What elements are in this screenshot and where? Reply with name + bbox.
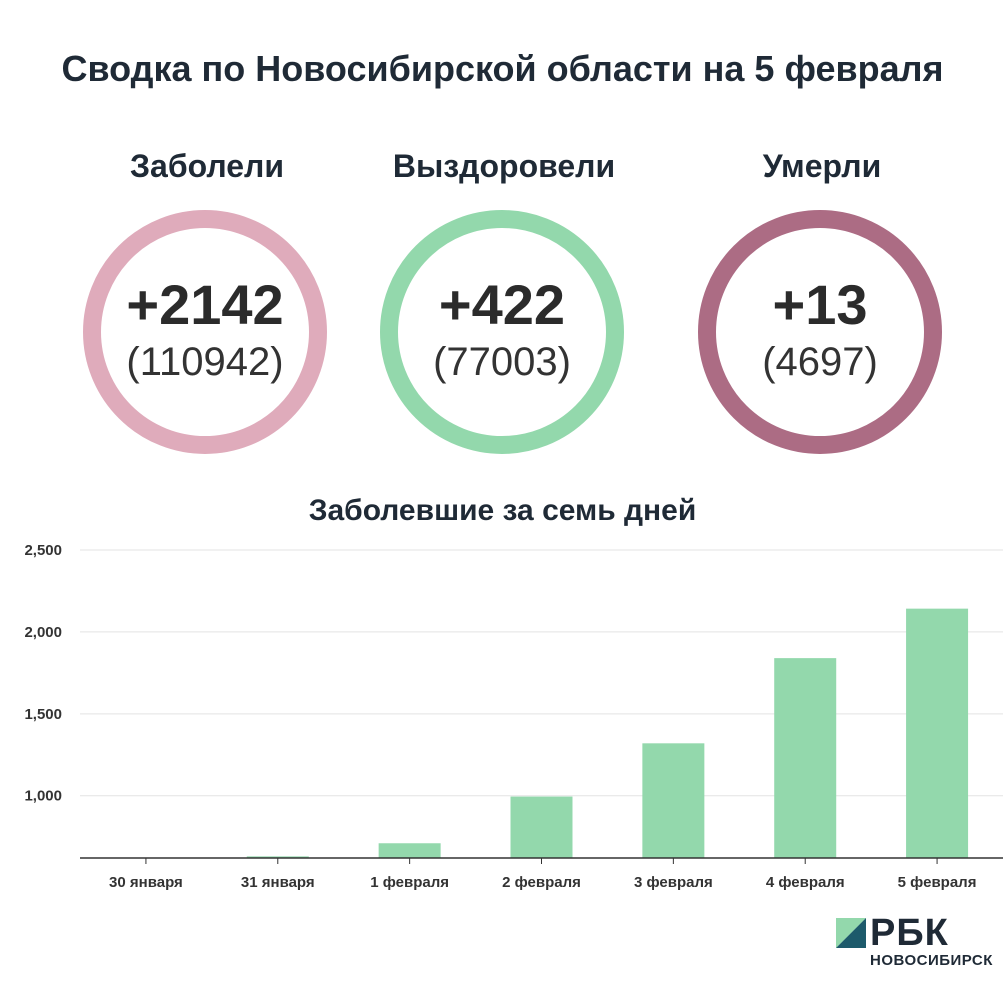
page-title: Сводка по Новосибирской области на 5 фев…	[61, 48, 944, 89]
stat-recovered: Выздоровели +422 (77003)	[374, 148, 634, 454]
stat-deceased-ring: +13 (4697)	[698, 210, 942, 454]
bar	[774, 658, 837, 858]
stat-deceased-delta: +13	[772, 273, 868, 336]
bar	[246, 856, 309, 858]
x-tick-label: 2 февраля	[502, 874, 581, 891]
logo-brand: РБК	[870, 912, 949, 954]
stat-recovered-delta: +422	[438, 273, 566, 336]
stat-infected-ring: +2142 (110942)	[83, 210, 327, 454]
rbk-logo-icon	[836, 918, 866, 948]
y-tick-label: 2,500	[24, 542, 62, 559]
x-tick-label: 30 января	[109, 874, 183, 891]
y-tick-label: 1,500	[24, 706, 62, 723]
x-tick-label: 1 февраля	[370, 874, 449, 891]
y-tick-label: 2,000	[24, 624, 62, 641]
x-tick-label: 4 февраля	[766, 874, 845, 891]
stat-infected-delta: +2142	[126, 273, 284, 336]
bar	[906, 608, 969, 858]
bar-chart: 1,000 1,500 2,000 2,500 30 января 31 января 1 …	[24, 542, 1003, 891]
x-tick-label: 3 февраля	[634, 874, 713, 891]
stat-infected-label: Заболели	[129, 148, 285, 184]
stat-deceased: Умерли +13 (4697)	[692, 148, 952, 454]
stat-deceased-label: Умерли	[762, 148, 882, 184]
bar	[642, 743, 705, 858]
chart-title: Заболевшие за семь дней	[308, 494, 697, 527]
stat-deceased-total: (4697)	[762, 340, 878, 384]
x-tick-label: 31 января	[241, 874, 315, 891]
stat-recovered-total: (77003)	[433, 340, 571, 384]
stat-infected: Заболели +2142 (110942)	[77, 148, 337, 454]
stat-infected-total: (110942)	[126, 340, 284, 384]
stat-recovered-ring: +422 (77003)	[380, 210, 624, 454]
rbk-logo: РБК НОВОСИБИРСК	[836, 912, 996, 974]
stat-recovered-label: Выздоровели	[392, 148, 616, 184]
bar	[378, 843, 441, 858]
x-tick-label: 5 февраля	[898, 874, 977, 891]
bar	[510, 796, 573, 858]
logo-city: НОВОСИБИРСК	[870, 952, 993, 969]
y-tick-label: 1,000	[24, 788, 62, 805]
